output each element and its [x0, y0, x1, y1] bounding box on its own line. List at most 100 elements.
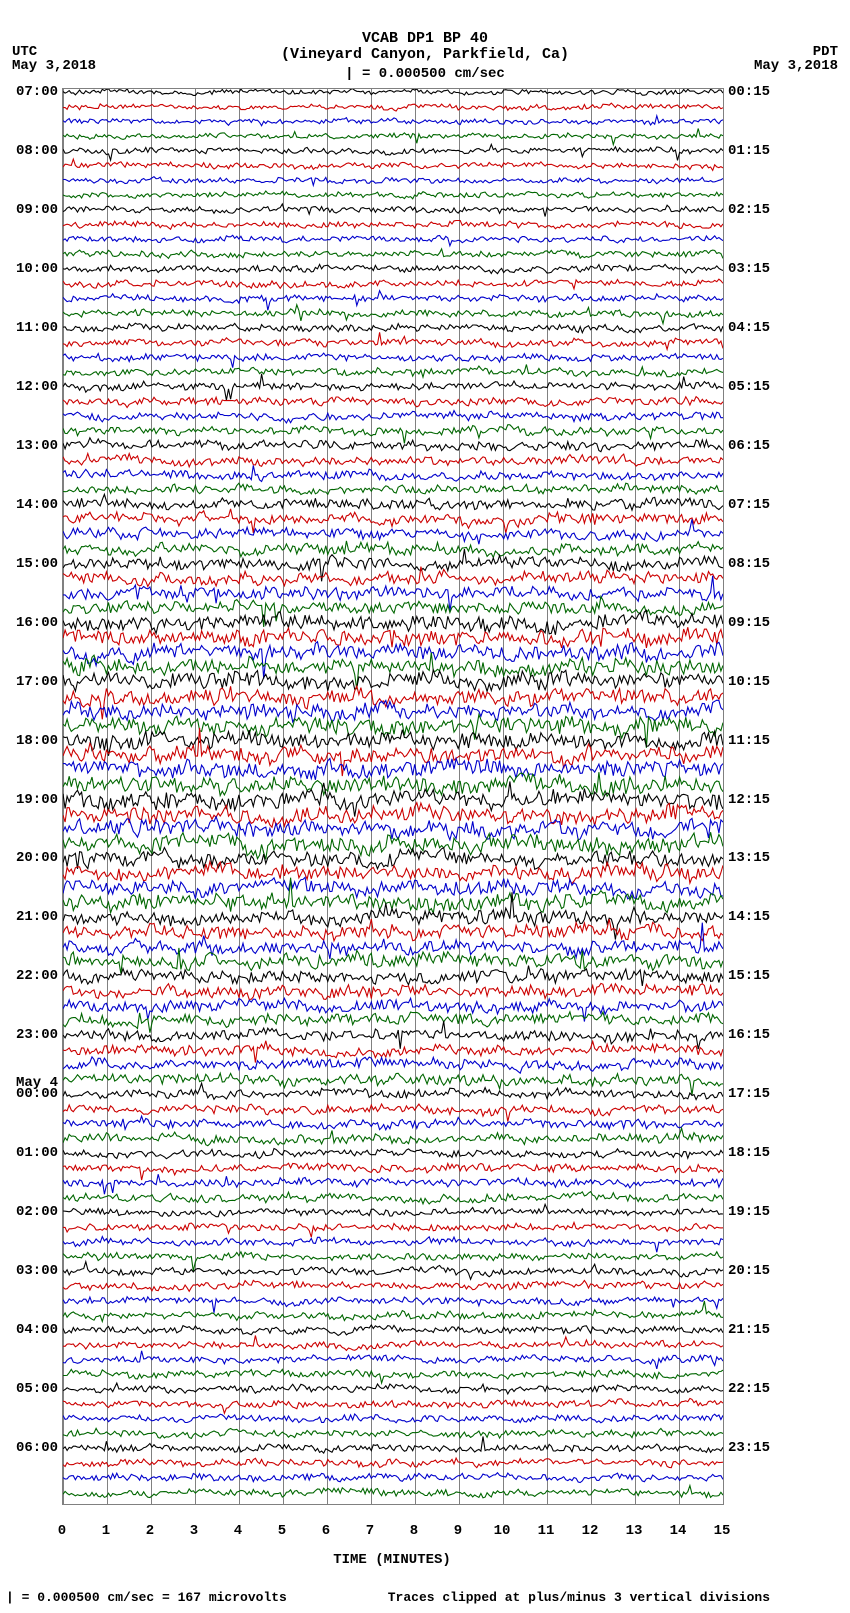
utc-hour-label: 20:00 [16, 850, 58, 866]
x-tick: 11 [526, 1523, 566, 1539]
seismic-trace [63, 541, 723, 558]
pdt-hour-label: 03:15 [728, 261, 770, 277]
seismic-trace [63, 627, 723, 648]
seismic-trace [63, 642, 723, 679]
utc-hour-label: 14:00 [16, 497, 58, 513]
pdt-hour-label: 09:15 [728, 615, 770, 631]
seismic-trace [63, 438, 723, 452]
seismic-trace [63, 425, 723, 444]
seismic-trace [63, 1428, 723, 1438]
seismic-trace [63, 1369, 723, 1383]
seismic-trace [63, 549, 723, 581]
footer-left: | = 0.000500 cm/sec = 167 microvolts [6, 1590, 287, 1605]
scale-header: | = 0.000500 cm/sec [0, 66, 850, 82]
pdt-hour-label: 18:15 [728, 1145, 770, 1161]
pdt-hour-label: 15:15 [728, 968, 770, 984]
seismic-trace [63, 610, 723, 635]
pdt-hour-label: 16:15 [728, 1027, 770, 1043]
x-tick: 5 [262, 1523, 302, 1539]
helicorder-page: VCAB DP1 BP 40 (Vineyard Canyon, Parkfie… [0, 0, 850, 1613]
pdt-hour-label: 00:15 [728, 84, 770, 100]
seismic-trace [63, 1163, 723, 1180]
x-tick: 4 [218, 1523, 258, 1539]
seismic-trace [63, 249, 723, 259]
seismic-trace [63, 1073, 723, 1095]
seismic-trace [63, 919, 723, 941]
x-tick: 7 [350, 1523, 390, 1539]
utc-hour-label: 06:00 [16, 1440, 58, 1456]
utc-hour-label: 21:00 [16, 909, 58, 925]
seismic-trace [63, 1083, 723, 1099]
utc-hour-label: 13:00 [16, 438, 58, 454]
utc-hour-label: 12:00 [16, 379, 58, 395]
seismic-trace [63, 332, 723, 349]
seismic-trace [63, 1021, 723, 1049]
x-axis-title: TIME (MINUTES) [62, 1552, 722, 1568]
seismic-trace [63, 686, 723, 719]
seismic-trace [63, 466, 723, 482]
seismic-trace [63, 454, 723, 467]
utc-hour-label: 01:00 [16, 1145, 58, 1161]
seismic-trace [63, 758, 723, 779]
utc-date: May 3,2018 [12, 58, 96, 74]
x-tick: 15 [702, 1523, 742, 1539]
utc-hour-label: 11:00 [16, 320, 58, 336]
utc-hour-label: 08:00 [16, 143, 58, 159]
seismic-trace [63, 159, 723, 170]
seismic-trace [63, 1436, 723, 1453]
seismic-trace [63, 1116, 723, 1130]
seismic-trace [63, 191, 723, 199]
seismic-trace [63, 221, 723, 230]
seismic-trace [63, 730, 723, 756]
seismic-trace [63, 1128, 723, 1146]
seismic-trace [63, 1383, 723, 1394]
x-axis: 0123456789101112131415 [62, 1523, 722, 1553]
utc-hour-label: 23:00 [16, 1027, 58, 1043]
pdt-hour-label: 08:15 [728, 556, 770, 572]
seismic-trace [63, 374, 723, 400]
seismic-trace [63, 305, 723, 324]
seismic-trace [63, 653, 723, 690]
x-tick: 6 [306, 1523, 346, 1539]
seismic-trace [63, 1325, 723, 1336]
utc-hour-label: 18:00 [16, 733, 58, 749]
seismic-trace [63, 1414, 723, 1423]
pdt-hour-label: 04:15 [728, 320, 770, 336]
x-tick: 9 [438, 1523, 478, 1539]
seismic-trace [63, 567, 723, 587]
seismic-trace [63, 966, 723, 986]
seismic-trace [63, 1041, 723, 1063]
seismic-trace [63, 1336, 723, 1351]
seismic-trace [63, 177, 723, 186]
seismic-trace [63, 116, 723, 126]
utc-hour-label: 02:00 [16, 1204, 58, 1220]
pdt-hour-label: 14:15 [728, 909, 770, 925]
seismic-trace [63, 264, 723, 273]
utc-hour-label: 15:00 [16, 556, 58, 572]
seismic-trace [63, 411, 723, 423]
utc-hour-label: 03:00 [16, 1263, 58, 1279]
pdt-hour-label: 11:15 [728, 733, 770, 749]
seismic-trace [63, 129, 723, 145]
seismic-trace [63, 365, 723, 378]
seismic-trace [63, 1057, 723, 1073]
pdt-hour-label: 01:15 [728, 143, 770, 159]
x-tick: 13 [614, 1523, 654, 1539]
seismic-trace [63, 1012, 723, 1033]
seismic-trace [63, 983, 723, 999]
seismic-trace [63, 103, 723, 111]
utc-hour-label: 10:00 [16, 261, 58, 277]
x-tick: 0 [42, 1523, 82, 1539]
seismic-trace [63, 878, 723, 914]
pdt-hour-label: 06:15 [728, 438, 770, 454]
seismic-trace [63, 1262, 723, 1280]
seismic-trace [63, 1280, 723, 1291]
seismic-trace [63, 1149, 723, 1159]
pdt-hour-label: 17:15 [728, 1086, 770, 1102]
seismic-trace [63, 1398, 723, 1413]
utc-hour-label: 07:00 [16, 84, 58, 100]
pdt-hour-label: 02:15 [728, 202, 770, 218]
footer-right: Traces clipped at plus/minus 3 vertical … [388, 1590, 770, 1605]
seismic-trace [63, 1192, 723, 1204]
title-line2: (Vineyard Canyon, Parkfield, Ca) [0, 46, 850, 63]
